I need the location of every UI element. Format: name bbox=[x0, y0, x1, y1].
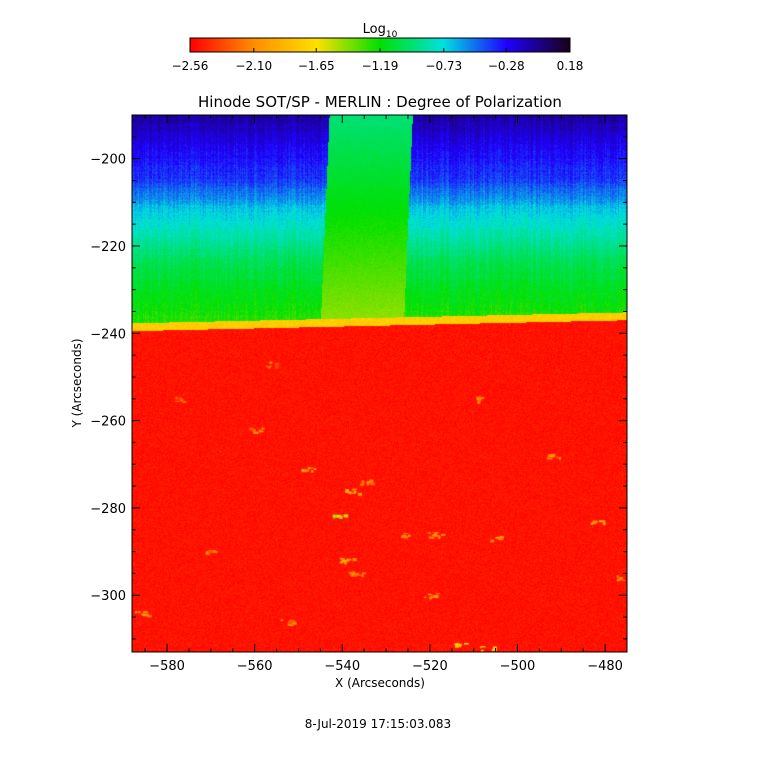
x-tick-label: −480 bbox=[587, 659, 623, 674]
colorbar-title-subscript: 10 bbox=[386, 30, 398, 40]
chart-title: Hinode SOT/SP - MERLIN : Degree of Polar… bbox=[198, 93, 562, 111]
colorbar-tick-label: −1.65 bbox=[298, 59, 335, 73]
y-axis-label: Y (Arcseconds) bbox=[70, 338, 84, 428]
colorbar-tick-label: 0.18 bbox=[557, 59, 584, 73]
y-axis-ticks: −200 −220 −240 −260 −280 −300 bbox=[90, 114, 627, 640]
colorbar-tick-label: −1.19 bbox=[362, 59, 399, 73]
colorbar-title: Log10 bbox=[363, 22, 398, 40]
colorbar-ticks: −2.56 −2.10 −1.65 −1.19 −0.73 −0.28 0.18 bbox=[172, 48, 584, 73]
timestamp-footer: 8-Jul-2019 17:15:03.083 bbox=[305, 717, 451, 731]
colorbar-tick-label: −0.28 bbox=[488, 59, 525, 73]
y-tick-label: −280 bbox=[90, 502, 126, 517]
x-tick-label: −580 bbox=[149, 659, 185, 674]
x-axis-label: X (Arcseconds) bbox=[335, 676, 425, 690]
y-tick-label: −220 bbox=[90, 240, 126, 255]
heatmap-image bbox=[132, 115, 627, 652]
x-tick-label: −520 bbox=[412, 659, 448, 674]
y-tick-label: −240 bbox=[90, 327, 126, 342]
x-tick-label: −500 bbox=[500, 659, 536, 674]
colorbar-title-base: Log bbox=[363, 22, 386, 37]
y-tick-label: −260 bbox=[90, 415, 126, 430]
colorbar-tick-label: −2.56 bbox=[172, 59, 209, 73]
y-tick-label: −200 bbox=[90, 153, 126, 168]
x-tick-label: −560 bbox=[237, 659, 273, 674]
colorbar: Log10 −2.56 −2.10 −1.65 −1.19 −0.73 −0.28 0.18 bbox=[172, 22, 584, 73]
plot-frame bbox=[131, 114, 628, 653]
colorbar-tick-label: −0.73 bbox=[425, 59, 462, 73]
x-axis-ticks: −580 −560 −540 −520 −500 −480 bbox=[144, 115, 628, 674]
heatmap-field bbox=[132, 115, 627, 652]
x-tick-label: −540 bbox=[324, 659, 360, 674]
y-tick-label: −300 bbox=[90, 589, 126, 604]
colorbar-tick-label: −2.10 bbox=[235, 59, 272, 73]
